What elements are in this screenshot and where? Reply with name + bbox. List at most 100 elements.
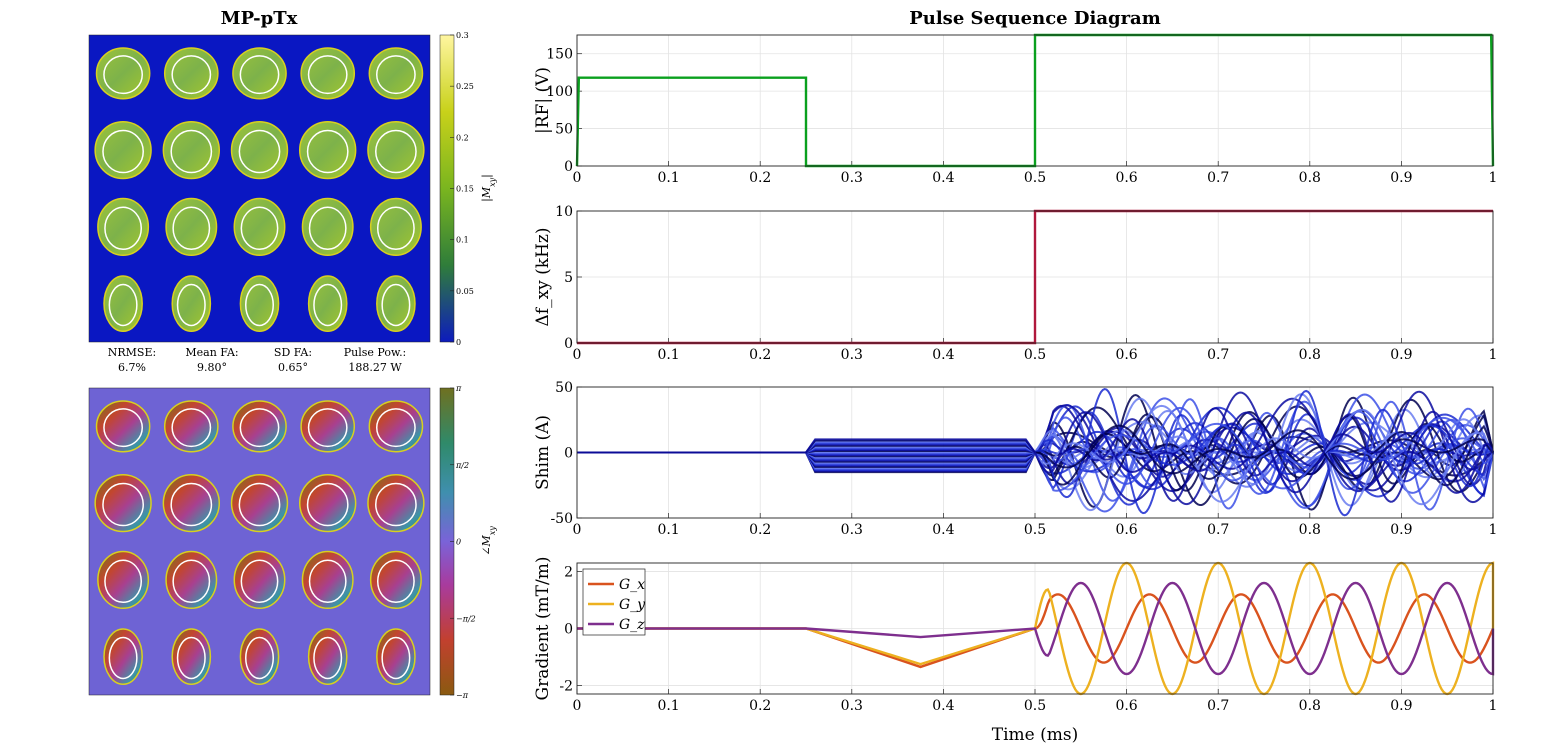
stat-sd-fa-label: SD FA: bbox=[273, 346, 313, 359]
x-tick-label: 0.7 bbox=[1207, 522, 1229, 538]
x-tick-label: 0.6 bbox=[1115, 347, 1137, 363]
x-tick-label: 0.7 bbox=[1207, 347, 1229, 363]
shim-channel bbox=[577, 387, 1494, 517]
x-tick-label: 0.1 bbox=[657, 347, 679, 363]
x-tick-label: 0.3 bbox=[841, 522, 863, 538]
x-tick-label: 0.4 bbox=[932, 170, 954, 186]
x-tick-label: 0.8 bbox=[1299, 698, 1321, 714]
slice-contour bbox=[171, 55, 212, 95]
x-tick-label: 1 bbox=[1489, 522, 1498, 538]
slice-contour bbox=[245, 636, 274, 680]
x-tick-label: 0 bbox=[573, 522, 582, 538]
y-tick-label: 150 bbox=[546, 47, 573, 63]
plot-frame bbox=[576, 562, 1494, 695]
x-tick-label: 0.3 bbox=[841, 698, 863, 714]
magnitude-tick-label: 0.15 bbox=[456, 185, 474, 194]
x-tick-label: 0.4 bbox=[932, 347, 954, 363]
slice-contour bbox=[308, 559, 347, 604]
y-tick-label: 0 bbox=[564, 159, 573, 175]
y-tick-label: 100 bbox=[546, 84, 573, 100]
shim-channel bbox=[577, 404, 1494, 506]
slice-contour bbox=[381, 636, 411, 680]
plot-frame bbox=[576, 386, 1494, 519]
y-tick-label: 2 bbox=[564, 565, 573, 581]
slice-contour bbox=[238, 482, 281, 527]
slice-contour bbox=[102, 482, 144, 527]
x-tick-label: 0.2 bbox=[749, 698, 771, 714]
plot-0: 0 0.1 0.2 0.3 0.4 0.5 0.6 0.7 0.8 0.9 1 0 50 100 150 |R… bbox=[533, 35, 1497, 186]
stat-pulse-power-label: Pulse Pow.: bbox=[343, 346, 407, 359]
shim-channel bbox=[577, 393, 1494, 512]
stat-mean-fa-label: Mean FA: bbox=[185, 346, 239, 359]
y-tick-label: 50 bbox=[555, 122, 573, 138]
x-tick-label: 0.4 bbox=[932, 698, 954, 714]
slice-contour bbox=[103, 55, 144, 95]
y-tick-label: 50 bbox=[555, 380, 573, 396]
x-tick-label: 0.7 bbox=[1207, 170, 1229, 186]
magnitude-tick-label: 0.05 bbox=[456, 287, 474, 296]
plot-frame bbox=[576, 210, 1494, 344]
y-tick-label: 10 bbox=[555, 204, 573, 220]
gradient-line bbox=[577, 581, 1495, 676]
y-tick-label: 0 bbox=[564, 336, 573, 352]
stat-mean-fa: Mean FA: 9.80° bbox=[167, 345, 257, 375]
shim-channel bbox=[577, 411, 1494, 494]
x-tick-label: 0.8 bbox=[1299, 522, 1321, 538]
stat-mean-fa-value: 9.80° bbox=[197, 361, 227, 374]
x-tick-label: 0 bbox=[573, 170, 582, 186]
right-panel-title: Pulse Sequence Diagram bbox=[909, 8, 1161, 29]
x-tick-label: 0.6 bbox=[1115, 698, 1137, 714]
slice-contour bbox=[308, 206, 347, 251]
x-tick-label: 0.1 bbox=[657, 698, 679, 714]
gradient-line bbox=[577, 593, 1495, 669]
slice-contour bbox=[240, 559, 279, 604]
magnitude-tick-label: 0.2 bbox=[456, 133, 469, 142]
magnitude-tick-label: 0.3 bbox=[456, 31, 469, 40]
legend-label: G_y bbox=[619, 597, 646, 613]
phase-colorbar-label: ∠Mxy bbox=[480, 526, 497, 556]
x-tick-label: 0.5 bbox=[1024, 522, 1046, 538]
slice-contour bbox=[313, 636, 343, 680]
x-tick-label: 0.2 bbox=[749, 170, 771, 186]
shim-channel bbox=[577, 406, 1494, 494]
slice-contour bbox=[375, 482, 417, 527]
phase-tick-label: −π bbox=[456, 691, 469, 700]
left-panel-title: MP-pTx bbox=[221, 8, 298, 29]
slice-contour bbox=[306, 129, 349, 174]
stat-pulse-power: Pulse Pow.: 188.27 W bbox=[330, 345, 420, 375]
slice-contour bbox=[102, 129, 144, 174]
slice-contour bbox=[239, 408, 280, 448]
slice-contour bbox=[375, 408, 416, 448]
slice-contour bbox=[108, 283, 138, 327]
stat-sd-fa: SD FA: 0.65° bbox=[248, 345, 338, 375]
slice-contour bbox=[170, 482, 213, 527]
slice-contour bbox=[238, 129, 281, 174]
y-tick-label: 0 bbox=[564, 446, 573, 462]
x-tick-label: 0 bbox=[573, 347, 582, 363]
x-tick-label: 0 bbox=[573, 698, 582, 714]
pulse-sequence-plots: 0 0.1 0.2 0.3 0.4 0.5 0.6 0.7 0.8 0.9 1050100150|R… bbox=[533, 33, 1498, 714]
shim-channel bbox=[577, 390, 1494, 506]
phase-map bbox=[88, 387, 431, 696]
slice-contour bbox=[240, 206, 279, 251]
phase-tick-label: −π/2 bbox=[456, 614, 476, 623]
magnitude-tick-label: 0.25 bbox=[456, 82, 474, 91]
shim-channel bbox=[577, 416, 1494, 492]
gradient-legend: G_x G_y G_z bbox=[582, 568, 646, 636]
slice-contour bbox=[108, 636, 138, 680]
x-tick-label: 0.9 bbox=[1390, 698, 1412, 714]
slice-contour bbox=[306, 482, 349, 527]
magnitude-tick-label: 0 bbox=[456, 338, 461, 347]
x-tick-label: 0.4 bbox=[932, 522, 954, 538]
legend-label: G_x bbox=[619, 577, 645, 593]
x-tick-label: 0.1 bbox=[657, 522, 679, 538]
slice-contour bbox=[313, 283, 343, 327]
x-tick-label: 0.5 bbox=[1024, 170, 1046, 186]
x-tick-label: 0.9 bbox=[1390, 522, 1412, 538]
stat-pulse-power-value: 188.27 W bbox=[348, 361, 402, 374]
slice-contour bbox=[376, 559, 415, 604]
shim-channel bbox=[577, 424, 1494, 480]
slice-contour bbox=[104, 206, 143, 251]
